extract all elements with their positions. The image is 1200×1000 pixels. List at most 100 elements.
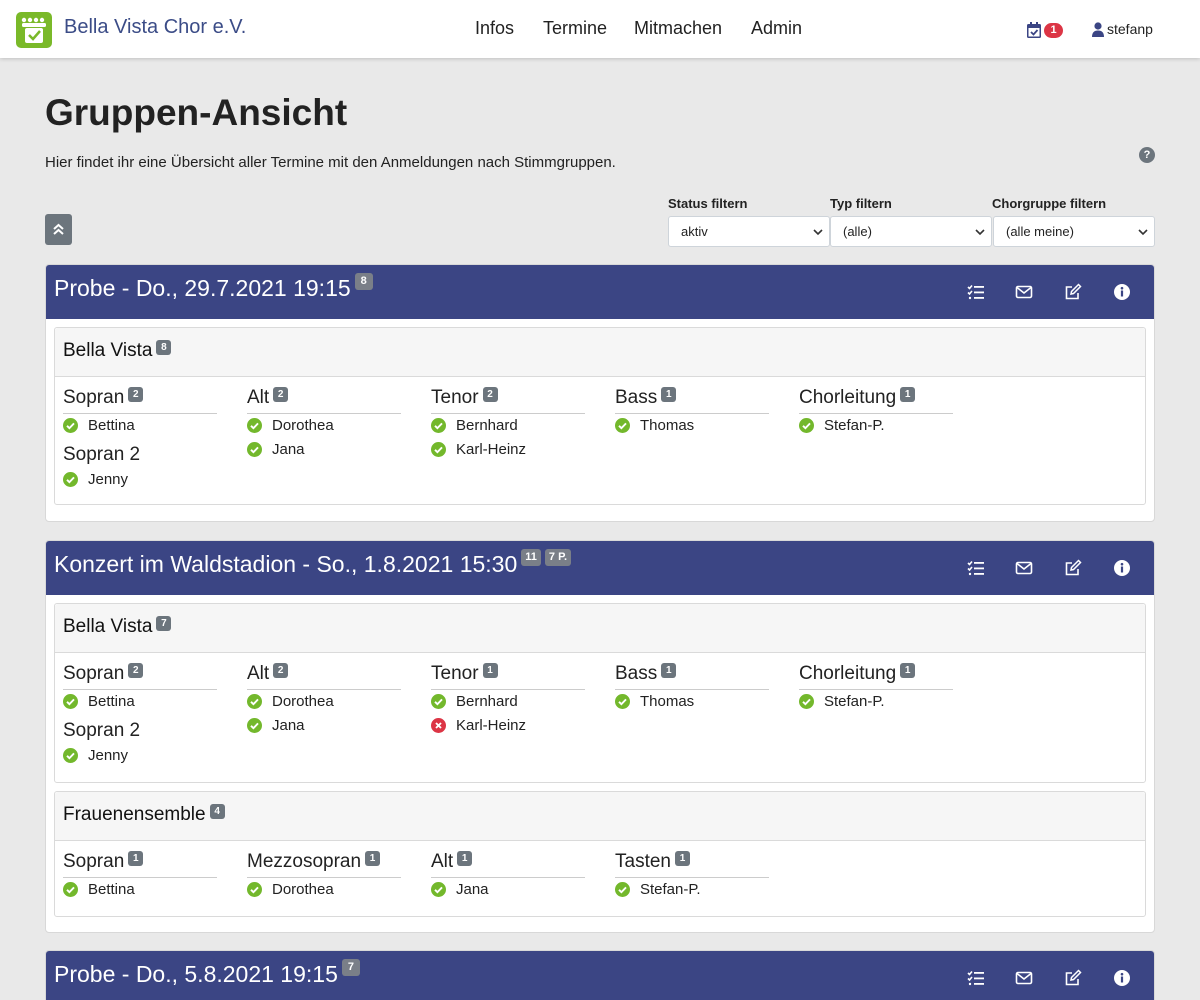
event-card: Konzert im Waldstadion - So., 1.8.2021 1…: [45, 540, 1155, 933]
voice-count-badge: 1: [661, 663, 677, 678]
voice-name: Sopran 2: [63, 720, 141, 741]
voice-heading: Tenor 1: [431, 661, 585, 690]
edit-button[interactable]: [1063, 558, 1083, 578]
member-entry: Dorothea: [247, 414, 401, 438]
brand-name[interactable]: Bella Vista Chor e.V.: [64, 16, 247, 38]
event-title[interactable]: Probe - Do., 5.8.2021 19:15: [54, 961, 338, 987]
member-entry: Thomas: [615, 414, 769, 438]
checklist-button[interactable]: [966, 558, 986, 578]
nav-link-termine[interactable]: Termine: [543, 18, 608, 38]
choir-group-header: Frauenensemble 4: [55, 792, 1145, 841]
member-name: Jenny: [88, 471, 129, 488]
check-circle-icon: [431, 694, 446, 709]
voice-heading: Mezzosopran 1: [247, 849, 401, 878]
voice-heading: Bass 1: [615, 661, 769, 690]
collapse-all-button[interactable]: [45, 214, 72, 245]
notification-badge[interactable]: 1: [1044, 23, 1063, 38]
checklist-button[interactable]: [966, 282, 986, 302]
member-name: Thomas: [640, 693, 695, 710]
member-name: Bettina: [88, 693, 135, 710]
status-filter-select[interactable]: aktiv: [668, 216, 830, 247]
voice-section-chorleitung: Chorleitung 1 Stefan-P.: [799, 385, 953, 438]
voice-heading: Bass 1: [615, 385, 769, 414]
voice-count-badge: 1: [674, 851, 690, 866]
choir-group-header: Bella Vista 7: [55, 604, 1145, 653]
user-menu[interactable]: stefanp: [1107, 21, 1153, 37]
status-filter-label: Status filtern: [668, 196, 748, 211]
calendar-check-icon[interactable]: [1027, 22, 1041, 38]
voice-count-badge: 1: [128, 851, 144, 866]
envelope-button[interactable]: [1014, 968, 1034, 988]
envelope-button[interactable]: [1014, 558, 1034, 578]
member-entry: Stefan-P.: [799, 414, 953, 438]
event-header: Konzert im Waldstadion - So., 1.8.2021 1…: [46, 541, 1154, 595]
member-entry: Jana: [431, 878, 585, 902]
edit-button[interactable]: [1063, 968, 1083, 988]
voice-name: Sopran: [63, 851, 125, 872]
voice-count-badge: 2: [273, 387, 289, 402]
attendee-count-badge: 7: [341, 959, 360, 976]
check-circle-icon: [247, 442, 262, 457]
voice-section-bass: Bass 1 Thomas: [615, 661, 769, 714]
event-title[interactable]: Konzert im Waldstadion - So., 1.8.2021 1…: [54, 551, 518, 577]
voice-count-badge: 1: [661, 387, 677, 402]
event-title[interactable]: Probe - Do., 29.7.2021 19:15: [54, 275, 351, 301]
choir-group-header: Bella Vista 8: [55, 328, 1145, 377]
member-entry: Bettina: [63, 878, 217, 902]
voice-section-alt: Alt 2 Dorothea Jana: [247, 661, 401, 738]
event-title-row[interactable]: Probe - Do., 5.8.2021 19:15 7: [54, 959, 360, 988]
event-title-row[interactable]: Probe - Do., 29.7.2021 19:15 8: [54, 273, 373, 302]
voice-heading: Alt 2: [247, 661, 401, 690]
voice-heading: Sopran 2: [63, 661, 217, 690]
choir-group-filter-select[interactable]: (alle meine): [993, 216, 1155, 247]
envelope-button[interactable]: [1014, 282, 1034, 302]
voice-name: Tenor: [431, 387, 479, 408]
voice-subheading: Sopran 2: [63, 442, 217, 468]
info-button[interactable]: [1112, 558, 1132, 578]
page-description: Hier findet ihr eine Übersicht aller Ter…: [45, 154, 616, 171]
edit-button[interactable]: [1063, 282, 1083, 302]
checklist-button[interactable]: [966, 968, 986, 988]
choir-group-panel: Frauenensemble 4 Sopran 1 Bettina Mezzosopran…: [54, 791, 1146, 917]
member-entry: Dorothea: [247, 690, 401, 714]
choir-group-title: Frauenensemble 4: [63, 804, 225, 826]
member-entry: Karl-Heinz: [431, 714, 585, 738]
member-entry: Karl-Heinz: [431, 438, 585, 462]
type-filter-select[interactable]: (alle): [830, 216, 992, 247]
nav-link-mitmachen[interactable]: Mitmachen: [634, 18, 723, 38]
voice-name: Sopran: [63, 663, 125, 684]
help-icon[interactable]: ?: [1139, 147, 1155, 163]
voice-section-mezzosopran: Mezzosopran 1 Dorothea: [247, 849, 401, 902]
choir-group-panel: Bella Vista 7 Sopran 2 Bettina Sopran 2 Jenny A…: [54, 603, 1146, 783]
voice-name: Tenor: [431, 663, 479, 684]
check-circle-icon: [431, 442, 446, 457]
member-name: Bettina: [88, 417, 135, 434]
member-entry: Bettina: [63, 690, 217, 714]
member-entry: Bettina: [63, 414, 217, 438]
check-circle-icon: [247, 694, 262, 709]
choir-group-title: Bella Vista 7: [63, 616, 172, 638]
info-button[interactable]: [1112, 968, 1132, 988]
voice-section-tenor: Tenor 2 Bernhard Karl-Heinz: [431, 385, 585, 462]
user-icon[interactable]: [1092, 22, 1104, 37]
nav-link-infos[interactable]: Infos: [475, 18, 515, 38]
type-filter-label: Typ filtern: [830, 196, 892, 211]
member-name: Jana: [272, 717, 305, 734]
member-entry: Jana: [247, 714, 401, 738]
voice-count-badge: 2: [273, 663, 289, 678]
check-circle-icon: [247, 882, 262, 897]
nav-link-admin[interactable]: Admin: [751, 18, 803, 38]
event-card: Probe - Do., 29.7.2021 19:15 8 Bella Vista…: [45, 264, 1155, 522]
check-circle-icon: [431, 418, 446, 433]
top-navbar: Bella Vista Chor e.V. Infos Termine Mitm…: [0, 0, 1200, 58]
voice-heading: Chorleitung 1: [799, 661, 953, 690]
brand-logo-icon[interactable]: [16, 12, 52, 48]
info-button[interactable]: [1112, 282, 1132, 302]
choir-group-count-badge: 7: [156, 616, 172, 631]
choir-group-name: Frauenensemble: [63, 804, 206, 825]
voice-name: Alt: [247, 663, 270, 684]
event-title-row[interactable]: Konzert im Waldstadion - So., 1.8.2021 1…: [54, 549, 572, 578]
check-circle-icon: [431, 882, 446, 897]
check-circle-icon: [63, 472, 78, 487]
voice-name: Chorleitung: [799, 663, 897, 684]
